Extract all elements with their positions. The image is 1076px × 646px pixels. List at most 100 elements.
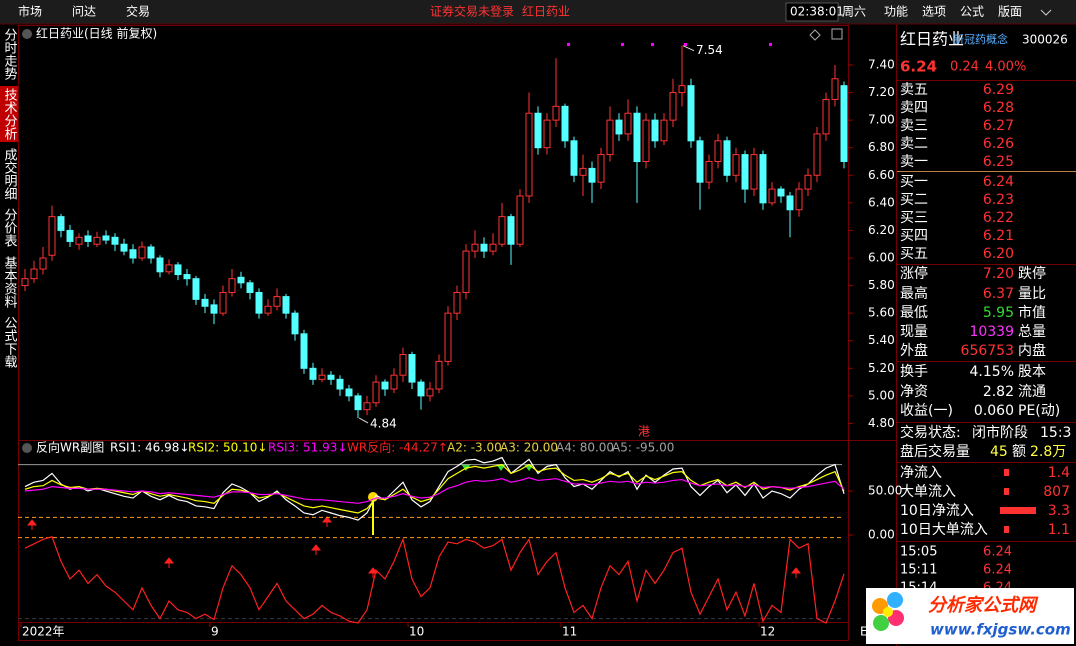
candle-body [111, 236, 119, 245]
candle-body [336, 378, 344, 390]
bid-price: 6.24 [983, 174, 1014, 190]
candle-body [453, 291, 461, 314]
flow-bar [1004, 526, 1009, 533]
candle-body [615, 119, 623, 135]
menu-item[interactable]: 选项 [922, 5, 946, 19]
candle-body [507, 216, 515, 245]
bid-price: 6.22 [983, 210, 1014, 226]
stock-title: 红日药业 [522, 4, 570, 19]
ask-label: 卖一 [900, 154, 928, 170]
tick-time: 15:05 [900, 545, 937, 560]
price-change-pct: 4.00% [985, 60, 1026, 75]
menu-item[interactable]: 版面 [998, 5, 1022, 19]
bid-label: 买四 [900, 228, 928, 244]
side-tab[interactable]: 分价表 [2, 208, 18, 247]
candle-body [363, 402, 371, 411]
candle-body [435, 360, 443, 390]
y-tick-label: 5.80 [868, 278, 895, 292]
y-tick-label: 5.40 [868, 333, 895, 347]
candle-body [57, 216, 65, 231]
ask-price: 6.26 [983, 136, 1014, 152]
low-label: 4.84 [370, 416, 397, 430]
ask-price: 6.27 [983, 118, 1014, 134]
candle-body [588, 167, 596, 183]
bid-label: 买二 [900, 192, 928, 208]
ask-price: 6.28 [983, 100, 1014, 116]
candle-body [660, 119, 668, 142]
last-price: 6.24 [900, 58, 937, 76]
stat-label: 现量 [900, 324, 928, 340]
candle-body [822, 98, 830, 135]
stat-label: 换手 [900, 363, 928, 380]
logo-petal [873, 615, 889, 631]
candle-body [705, 160, 713, 183]
candle-body [246, 282, 254, 293]
indicator-line [24, 536, 845, 624]
side-tab[interactable]: 分时走势 [2, 28, 18, 81]
side-tab[interactable]: 技术分析 [2, 88, 18, 140]
candle-body [651, 119, 659, 142]
y-tick-label: 5.20 [868, 361, 895, 375]
flow-label: 大单流入 [900, 484, 956, 500]
y-tick-label: 6.80 [868, 140, 895, 154]
candle-body [795, 188, 803, 211]
stock-name: 红日药业 [900, 30, 964, 49]
indicator-menu-icon[interactable] [22, 443, 32, 453]
candle-body [759, 154, 767, 204]
after-amount-label: 额 [1012, 444, 1026, 460]
y-tick-label: 5.00 [868, 388, 895, 402]
candle-body [147, 246, 155, 259]
side-tab[interactable]: 公式下载 [2, 316, 18, 369]
status-label: 交易状态: [900, 424, 961, 441]
side-tab[interactable]: 成交明细 [2, 148, 18, 200]
menu-item[interactable]: 功能 [884, 5, 908, 19]
flow-bar [1004, 469, 1009, 476]
candle-body [642, 119, 650, 162]
clock-box [785, 2, 839, 22]
menu-item[interactable]: 市场 [18, 4, 42, 19]
candle-body [552, 105, 560, 121]
y-tick-label: 7.00 [868, 113, 895, 127]
candle-body [84, 235, 92, 242]
weekday: 周六 [842, 5, 866, 19]
menu-item[interactable]: 交易 [126, 4, 150, 19]
side-tab[interactable]: 基本资料 [2, 256, 18, 308]
candle-body [813, 133, 821, 176]
chart-option-icon[interactable] [809, 29, 821, 41]
y-tick-label: 6.60 [868, 168, 895, 182]
candle-body [300, 333, 308, 369]
candle-body [30, 268, 38, 280]
menu-item[interactable]: 问达 [72, 5, 96, 19]
legend-item: RSI2: 50.10↓ [188, 441, 267, 455]
high-pointer [682, 45, 695, 52]
stat-label: PE(动) [1018, 403, 1060, 419]
candle-body [93, 236, 101, 245]
logo-url: www.fxjgsw.com [930, 621, 1071, 639]
menu-item[interactable]: 公式 [960, 5, 984, 19]
flow-label: 净流入 [900, 465, 942, 481]
candle-body [165, 264, 173, 273]
after-label: 盘后交易量 [900, 443, 970, 460]
candle-body [723, 140, 731, 176]
high-label: 7.54 [696, 43, 723, 57]
candle-body [669, 92, 677, 121]
legend-item: WR反向: -44.27↑ [347, 440, 448, 455]
buy-signal [26, 516, 802, 578]
stat-label: 涨停 [900, 265, 928, 282]
ask-price: 6.29 [983, 82, 1014, 98]
stock-concept[interactable]: 新冠药概念 [953, 32, 1008, 46]
stat-value: 6.37 [983, 286, 1014, 302]
dropdown-icon[interactable] [1040, 9, 1052, 16]
y-tick-label: 7.20 [868, 85, 895, 99]
login-notice[interactable]: 证券交易未登录 [430, 4, 514, 19]
chart-max-icon[interactable] [831, 28, 843, 40]
stat-label: 流通 [1018, 384, 1046, 400]
candle-body [273, 296, 281, 307]
chart-menu-icon[interactable] [22, 29, 32, 39]
candle-body [750, 154, 758, 190]
stat-label: 股本 [1018, 364, 1046, 380]
candle-body [804, 174, 812, 190]
candle-body [714, 140, 722, 162]
candle-body [390, 374, 398, 390]
